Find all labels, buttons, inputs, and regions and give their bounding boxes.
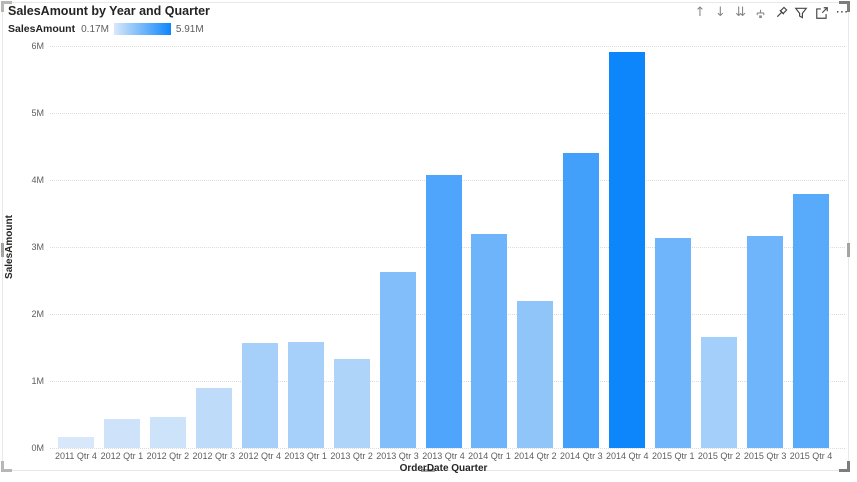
gridline <box>50 448 845 449</box>
bar[interactable] <box>609 52 646 448</box>
visual-header-toolbar: ↑ ↓ ⇊ ⋯ <box>692 5 850 21</box>
bar[interactable] <box>57 436 94 448</box>
x-tick-label: 2012 Qtr 3 <box>192 451 236 461</box>
bar[interactable] <box>747 236 784 448</box>
bar[interactable] <box>103 418 140 448</box>
x-tick-label: 2014 Qtr 1 <box>468 451 511 461</box>
bar[interactable] <box>195 387 232 448</box>
expand-all-icon[interactable] <box>753 5 769 21</box>
color-legend: SalesAmount 0.17M 5.91M <box>8 22 204 36</box>
y-tick-label: 4M <box>31 175 44 185</box>
legend-max-value: 5.91M <box>175 23 204 35</box>
y-tick-label: 5M <box>31 108 44 118</box>
y-tick-label: 3M <box>31 242 44 252</box>
x-tick-label: 2012 Qtr 4 <box>238 451 281 461</box>
bar[interactable] <box>655 238 692 448</box>
resize-handle-top-right[interactable] <box>839 1 850 12</box>
bar[interactable] <box>379 272 416 448</box>
bar[interactable] <box>701 337 738 448</box>
bar[interactable] <box>149 416 186 448</box>
y-tick-label: 2M <box>31 309 44 319</box>
bar[interactable] <box>425 175 462 448</box>
x-tick-label: 2012 Qtr 2 <box>146 451 190 461</box>
focus-mode-icon[interactable] <box>814 5 830 21</box>
legend-label: SalesAmount <box>8 23 76 35</box>
y-tick-label: 1M <box>31 376 44 386</box>
gridline <box>50 113 845 114</box>
x-tick-label: 2011 Qtr 4 <box>55 451 97 461</box>
x-tick-label: 2013 Qtr 1 <box>284 451 327 461</box>
resize-handle-top-left[interactable] <box>1 1 12 12</box>
bar[interactable] <box>287 342 324 448</box>
legend-gradient-bar <box>113 23 171 35</box>
visual-title: SalesAmount by Year and Quarter <box>8 4 210 18</box>
resize-handle-bottom-right[interactable] <box>839 461 850 472</box>
pin-icon[interactable] <box>773 5 789 21</box>
y-tick-label: 0M <box>31 443 44 453</box>
bar[interactable] <box>793 194 830 448</box>
bar[interactable] <box>241 342 278 448</box>
x-axis-title: OrderDate Quarter <box>399 463 488 474</box>
drill-up-icon[interactable]: ↑ <box>694 5 706 20</box>
x-tick-label: 2013 Qtr 2 <box>330 451 373 461</box>
y-tick-label: 6M <box>31 41 44 51</box>
x-tick-label: 2015 Qtr 2 <box>697 451 741 461</box>
x-tick-label: 2014 Qtr 4 <box>605 451 649 461</box>
bar[interactable] <box>333 358 370 448</box>
resize-handle-right[interactable] <box>847 243 850 257</box>
x-tick-label: 2014 Qtr 3 <box>560 451 603 461</box>
y-axis-title: SalesAmount <box>4 215 15 279</box>
x-tick-label: 2013 Qtr 4 <box>422 451 465 461</box>
more-options-icon[interactable]: ⋯ <box>835 5 849 20</box>
x-tick-label: 2015 Qtr 4 <box>789 451 833 461</box>
x-tick-label: 2014 Qtr 2 <box>514 451 557 461</box>
legend-min-value: 0.17M <box>81 23 109 35</box>
x-tick-label: 2013 Qtr 3 <box>376 451 419 461</box>
x-tick-label: 2015 Qtr 1 <box>651 451 695 461</box>
bar[interactable] <box>517 300 554 448</box>
filter-icon[interactable] <box>793 5 809 21</box>
bar[interactable] <box>471 234 508 448</box>
resize-handle-left[interactable] <box>1 243 4 257</box>
x-tick-label: 2015 Qtr 3 <box>743 451 787 461</box>
drill-down-icon[interactable]: ↓ <box>714 5 726 20</box>
x-tick-label: 2012 Qtr 1 <box>100 451 144 461</box>
bar[interactable] <box>563 152 600 448</box>
go-to-next-level-icon[interactable]: ⇊ <box>735 5 747 20</box>
resize-handle-bottom[interactable] <box>421 469 435 472</box>
gridline <box>50 46 845 47</box>
resize-handle-bottom-left[interactable] <box>1 461 12 472</box>
